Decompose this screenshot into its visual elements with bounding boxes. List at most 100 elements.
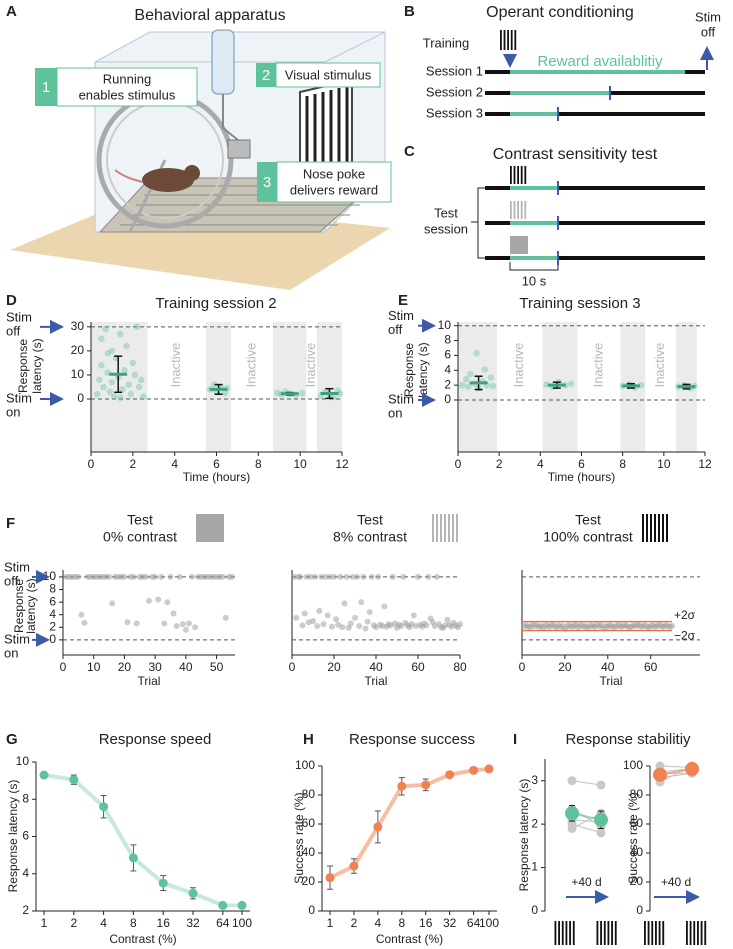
x-tick-label: 0 — [88, 457, 95, 471]
step-number: 1 — [42, 79, 50, 96]
y-tick-label: 6 — [22, 829, 29, 843]
icon-stripe — [654, 514, 656, 542]
y-tick-label: 60 — [302, 816, 316, 830]
trial-point — [182, 626, 189, 633]
trial-point — [273, 389, 281, 397]
trial-point — [127, 390, 135, 398]
trial-point — [314, 623, 321, 630]
icon-stripe — [520, 166, 523, 184]
trial-point — [102, 325, 109, 333]
trial-point — [318, 573, 325, 580]
interval-label: +40 d — [571, 875, 601, 889]
step-number-box — [35, 68, 57, 106]
x-tick-label: 64 — [467, 916, 481, 930]
icon-stripe — [697, 921, 699, 945]
icon-stripe — [448, 514, 450, 542]
x-tick-label: 1 — [41, 916, 48, 930]
trial-point — [297, 573, 304, 580]
trial-point — [354, 573, 361, 580]
step-text-box — [276, 161, 392, 203]
step-text: enables stimulus — [79, 87, 176, 102]
active-period — [542, 322, 578, 452]
panel-letter: H — [303, 731, 314, 748]
icon-stripe — [513, 201, 516, 219]
trial-point — [303, 573, 310, 580]
trial-point — [473, 349, 480, 357]
x-tick-label: 4 — [537, 457, 544, 471]
y-axis-label: latency (s) — [416, 342, 430, 397]
trial-point — [137, 376, 145, 384]
icon-stripe — [510, 166, 512, 184]
trial-point — [326, 573, 333, 580]
icon-stripe — [569, 921, 571, 945]
x-tick-label: 2 — [351, 916, 358, 930]
x-tick-label: 12 — [698, 457, 712, 471]
y-tick-label: 0 — [49, 632, 56, 646]
panel-title: Behavioral apparatus — [134, 7, 285, 24]
chart-title: Test — [357, 512, 383, 528]
stim-label: on — [4, 645, 18, 660]
icon-stripe — [693, 921, 696, 945]
stim-off-label: off — [701, 24, 716, 39]
y-tick-label: 1 — [531, 860, 538, 874]
x-tick-label: 20 — [118, 660, 132, 674]
chart-title: Test — [575, 512, 601, 528]
trial-point — [121, 366, 128, 374]
trial-point — [130, 573, 137, 580]
session-label: Session 3 — [426, 105, 483, 120]
y-tick-label: 10 — [16, 754, 30, 768]
icon-stripe — [686, 921, 688, 945]
chart-title: Training session 3 — [519, 295, 640, 312]
icon-stripe — [456, 514, 458, 542]
step-text: Nose poke — [303, 166, 365, 181]
stim-label: Stim — [6, 309, 32, 324]
trial-point — [307, 573, 314, 580]
icon-stripe — [513, 166, 516, 184]
y-tick-label: 40 — [630, 845, 644, 859]
trial-point — [389, 573, 396, 580]
icon-stripe — [558, 921, 560, 945]
trial-point — [423, 622, 430, 629]
icon-stripe — [611, 921, 613, 945]
chart-title: 0% contrast — [103, 529, 177, 545]
trial-point — [341, 600, 348, 607]
icon-stripe — [662, 514, 664, 542]
y-axis-label: latency (s) — [30, 338, 44, 393]
icon-stripe — [647, 921, 650, 945]
x-tick-label: 40 — [369, 660, 383, 674]
trial-point — [142, 573, 149, 580]
trial-point — [179, 621, 186, 628]
y-axis-label: latency (s) — [24, 578, 38, 633]
trial-point — [425, 573, 432, 580]
stim-label: on — [388, 405, 402, 420]
y-tick-label: 8 — [444, 333, 451, 347]
x-tick-label: 10 — [293, 457, 307, 471]
y-tick-label: 100 — [623, 758, 643, 772]
panel-letter: G — [6, 731, 18, 748]
active-period — [458, 322, 498, 452]
data-point — [128, 853, 138, 863]
x-tick-label: 2 — [496, 457, 503, 471]
y-tick-label: 0 — [444, 392, 451, 406]
trial-point — [158, 573, 165, 580]
trial-point — [487, 374, 495, 382]
trial-point — [119, 386, 126, 393]
y-tick-label: 0 — [531, 903, 538, 917]
y-axis-label: Response latency (s) — [6, 780, 20, 893]
x-tick-label: 80 — [453, 660, 467, 674]
mean-point — [594, 812, 608, 827]
interval-label: +40 d — [661, 875, 691, 889]
y-tick-label: 0 — [77, 391, 84, 405]
session-label: Session 1 — [426, 63, 483, 78]
trial-point — [219, 573, 226, 580]
step-text-box — [56, 67, 198, 107]
trial-point — [129, 359, 137, 367]
y-tick-label: 80 — [302, 787, 316, 801]
trial-point — [356, 623, 363, 630]
icon-stripe — [565, 921, 568, 945]
trial-point — [211, 381, 218, 388]
data-point — [397, 781, 407, 791]
icon-stripe — [603, 921, 606, 945]
